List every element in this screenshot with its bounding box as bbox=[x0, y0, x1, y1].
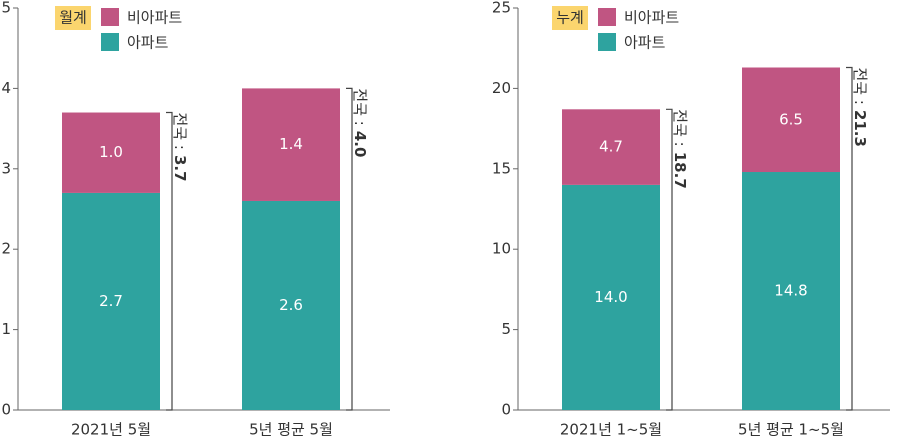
total-bracket bbox=[666, 108, 673, 411]
total-annotation: 전국 : 21.3 bbox=[852, 67, 870, 146]
total-label: 전국 : 4.0 bbox=[352, 88, 370, 157]
y-tick-label: 2 bbox=[1, 240, 11, 258]
y-tick-label: 4 bbox=[1, 79, 11, 97]
legend-swatch bbox=[101, 33, 119, 51]
legend-swatch bbox=[598, 33, 616, 51]
bar-segment bbox=[242, 88, 340, 201]
bar-segment bbox=[62, 192, 160, 410]
total-annotation: 전국 : 3.7 bbox=[172, 113, 190, 182]
total-prefix: 전국 : bbox=[352, 88, 370, 125]
y-tick-label: 5 bbox=[1, 0, 11, 17]
total-annotation: 전국 : 4.0 bbox=[352, 88, 370, 157]
total-prefix: 전국 : bbox=[672, 109, 690, 146]
legend-label: 아파트 bbox=[624, 34, 666, 52]
y-tick-label: 0 bbox=[1, 401, 11, 419]
total-label: 전국 : 18.7 bbox=[672, 109, 690, 188]
badge-bg bbox=[55, 6, 91, 30]
y-tick-label: 3 bbox=[1, 159, 11, 177]
total-prefix: 전국 : bbox=[852, 67, 870, 104]
legend-label: 비아파트 bbox=[624, 9, 679, 27]
value-label: 14.8 bbox=[774, 282, 807, 300]
value-label: 1.0 bbox=[99, 143, 123, 161]
legend-label: 비아파트 bbox=[127, 9, 182, 27]
value-label: 14.0 bbox=[594, 288, 627, 306]
total-value: 4.0 bbox=[352, 131, 370, 158]
badge: 월계 bbox=[59, 9, 87, 27]
chart: 0 1 2 3 4 5 2021년 5월 2.7 1.0 전국 : 3.7 5년 평균 5월 2.6 1.… bbox=[1, 0, 390, 439]
value-label: 2.7 bbox=[99, 292, 123, 310]
value-label: 1.4 bbox=[279, 135, 303, 153]
bar-segment bbox=[742, 67, 840, 173]
x-tick-label: 5년 평균 1~5월 bbox=[738, 421, 844, 439]
badge: 누계 bbox=[556, 9, 584, 27]
x-tick-label: 2021년 1~5월 bbox=[560, 421, 662, 439]
chart: 0 5 10 15 20 25 2021년 1~5월 14.0 4.7 전국 : 18.7 5년 평균… bbox=[492, 0, 890, 439]
y-tick-label: 20 bbox=[492, 79, 511, 97]
y-tick-label: 5 bbox=[501, 320, 511, 338]
value-label: 2.6 bbox=[279, 296, 303, 314]
bar-segment bbox=[62, 112, 160, 193]
bar-segment bbox=[242, 200, 340, 410]
bar-segment bbox=[562, 109, 660, 185]
total-annotation: 전국 : 18.7 bbox=[672, 109, 690, 188]
total-value: 3.7 bbox=[172, 155, 190, 182]
x-tick-label: 5년 평균 5월 bbox=[249, 421, 333, 439]
total-bracket bbox=[166, 111, 173, 411]
y-tick-label: 1 bbox=[1, 320, 11, 338]
badge-bg bbox=[552, 6, 588, 30]
y-tick-label: 25 bbox=[492, 0, 511, 17]
x-tick-label: 2021년 5월 bbox=[71, 421, 151, 439]
value-label: 4.7 bbox=[599, 138, 623, 156]
total-label: 전국 : 3.7 bbox=[172, 113, 190, 182]
y-tick-label: 15 bbox=[492, 159, 511, 177]
total-bracket bbox=[846, 66, 853, 411]
y-tick-label: 0 bbox=[501, 401, 511, 419]
total-value: 18.7 bbox=[672, 152, 690, 189]
y-tick-label: 10 bbox=[492, 240, 511, 258]
total-label: 전국 : 21.3 bbox=[852, 67, 870, 146]
legend-label: 아파트 bbox=[127, 34, 169, 52]
value-label: 6.5 bbox=[779, 110, 803, 128]
bar-segment bbox=[562, 184, 660, 410]
bar-segment bbox=[742, 172, 840, 410]
legend-swatch bbox=[598, 8, 616, 26]
total-prefix: 전국 : bbox=[172, 113, 190, 150]
legend-swatch bbox=[101, 8, 119, 26]
total-value: 21.3 bbox=[852, 110, 870, 147]
total-bracket bbox=[346, 87, 353, 411]
